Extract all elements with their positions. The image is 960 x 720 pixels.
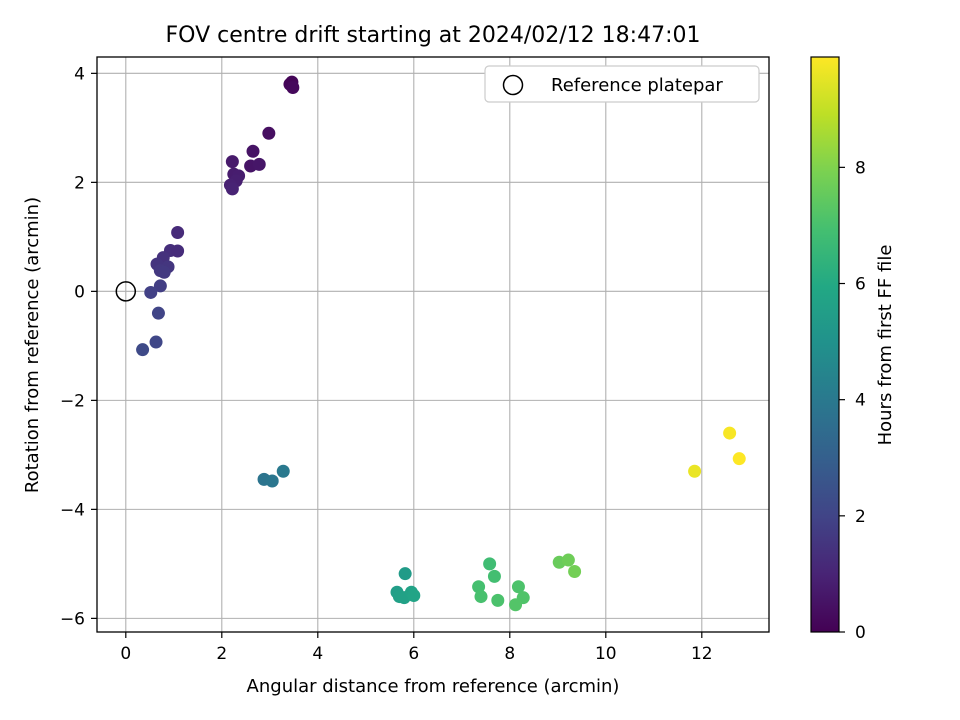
legend-label-reference: Reference platepar [551,75,723,96]
data-point [171,244,185,258]
data-point [474,590,488,604]
reference-layer [115,281,137,302]
y-tick-label: −4 [60,500,85,520]
data-point [487,569,501,583]
y-tick-label: −6 [60,609,85,629]
data-point [136,343,150,357]
colorbar-tick-label: 4 [855,391,866,411]
colorbar-tick-label: 2 [855,507,866,527]
grid [97,57,769,632]
data-point [511,580,525,594]
legend-box [484,65,760,103]
colorbar-label: Hours from first FF file [875,245,896,446]
data-point [491,593,505,607]
x-tick-label: 12 [691,644,713,664]
chart-title: FOV centre drift starting at 2024/02/12 … [166,23,701,48]
data-point [151,306,165,320]
legend-marker-reference [502,74,524,96]
data-point [225,182,239,196]
data-point [407,588,421,602]
reference-platepar-marker [115,281,137,302]
y-axis-label: Rotation from reference (arcmin) [22,197,43,493]
data-point [568,565,582,579]
y-tick-label: 4 [74,64,85,84]
data-point [483,557,497,571]
data-point [265,474,279,488]
data-point [157,265,171,279]
data-point [225,155,239,169]
colorbar-gradient [810,56,840,633]
data-point [688,464,702,478]
legend: Reference platepar [484,65,760,103]
data-point [732,452,746,466]
data-point [144,285,158,299]
points-layer [136,75,746,612]
colorbar-ticks: 0 2 4 6 8 [839,158,866,643]
data-point [252,157,266,171]
colorbar-tick-label: 6 [855,275,866,295]
x-tick-label: 6 [408,644,419,664]
x-tick-label: 10 [595,644,617,664]
y-tick-label: 2 [74,173,85,193]
x-tick-label: 4 [312,644,323,664]
x-tick-label: 0 [120,644,131,664]
data-point [153,279,167,293]
y-tick-label: −2 [60,391,85,411]
data-point [286,81,300,95]
colorbar-tick-label: 0 [855,623,866,643]
data-point [723,426,737,440]
data-point [262,126,276,140]
colorbar-tick-label: 8 [855,158,866,178]
data-point [561,553,575,567]
x-tick-label: 8 [504,644,515,664]
x-axis: 0 2 4 6 8 10 12 [120,632,713,664]
plot-frame [96,56,770,633]
data-point [276,464,290,478]
data-point [472,580,486,594]
y-axis: −6 −4 −2 0 2 4 [60,64,97,629]
x-tick-label: 2 [216,644,227,664]
data-point [398,567,412,581]
y-tick-label: 0 [74,282,85,302]
colorbar: 0 2 4 6 8 Hours from first FF file [810,56,896,643]
data-point [171,225,185,239]
data-point [246,144,260,158]
x-axis-label: Angular distance from reference (arcmin) [247,676,620,697]
data-point [149,335,163,349]
data-point [509,598,523,612]
